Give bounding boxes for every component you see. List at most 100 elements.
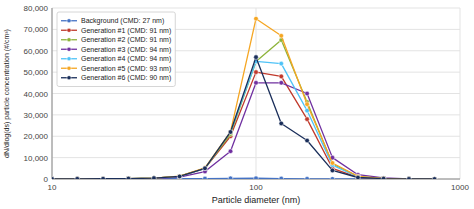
- data-point: [228, 176, 233, 179]
- series: [52, 16, 437, 179]
- data-point: [407, 177, 412, 179]
- data-point: [356, 175, 361, 179]
- data-point: [254, 55, 259, 60]
- legend-marker: [67, 57, 71, 61]
- data-point: [152, 176, 157, 179]
- y-tick-label: 50,000: [24, 68, 49, 77]
- data-point: [75, 177, 80, 179]
- data-point: [52, 177, 54, 179]
- legend-marker: [67, 28, 71, 32]
- grid: [52, 8, 460, 179]
- data-point: [52, 177, 54, 179]
- data-point: [177, 174, 182, 179]
- data-point: [254, 81, 259, 86]
- legend-marker: [67, 38, 71, 42]
- data-point: [407, 177, 412, 179]
- data-point: [228, 130, 233, 135]
- data-point: [407, 177, 412, 179]
- data-point: [381, 176, 386, 179]
- data-point: [101, 176, 106, 179]
- data-point: [152, 176, 157, 179]
- data-point: [75, 177, 80, 179]
- data-point: [279, 74, 284, 79]
- x-grid-line: [460, 8, 461, 179]
- data-point: [407, 177, 412, 179]
- x-grid-line: [256, 8, 257, 179]
- legend-label: Generation #6 (CMD: 90 nm): [81, 74, 171, 82]
- data-point: [432, 177, 437, 179]
- data-point: [126, 176, 131, 179]
- series-line: [52, 57, 435, 179]
- data-point: [330, 177, 335, 179]
- data-point: [52, 177, 54, 179]
- data-point: [381, 176, 386, 179]
- data-point: [254, 70, 259, 75]
- data-point: [228, 130, 233, 135]
- data-point: [305, 91, 310, 96]
- data-point: [52, 177, 54, 179]
- series-line: [52, 61, 435, 179]
- data-point: [75, 177, 80, 179]
- data-point: [101, 176, 106, 179]
- data-point: [279, 81, 284, 86]
- data-point: [432, 177, 437, 179]
- data-point: [228, 130, 233, 135]
- x-tick-label: 100: [249, 183, 263, 192]
- data-point: [126, 176, 131, 179]
- series-line: [52, 19, 435, 179]
- y-axis-label: dN/dlog(ds) particle concentration (#/cm…: [3, 29, 11, 158]
- data-point: [126, 176, 131, 179]
- legend-box: [57, 12, 175, 87]
- data-point: [381, 176, 386, 179]
- series: [52, 59, 437, 179]
- legend-label: Generation #2 (CMD: 91 nm): [81, 36, 171, 44]
- data-point: [432, 177, 437, 179]
- legend-marker: [67, 76, 71, 80]
- data-point: [356, 175, 361, 179]
- data-point: [75, 177, 80, 179]
- data-point: [203, 166, 208, 171]
- y-tick-label: 10,000: [24, 154, 49, 163]
- data-point: [305, 102, 310, 107]
- data-point: [330, 161, 335, 166]
- series-line: [52, 40, 435, 179]
- x-tick-label: 1000: [451, 183, 469, 192]
- data-point: [407, 177, 412, 179]
- series: [52, 38, 437, 179]
- legend-marker: [67, 66, 71, 70]
- data-point: [279, 176, 284, 179]
- data-point: [305, 177, 310, 179]
- data-point: [407, 177, 412, 179]
- legend-marker: [67, 19, 71, 23]
- data-point: [75, 177, 80, 179]
- data-point: [432, 177, 437, 179]
- data-point: [381, 177, 386, 179]
- data-point: [407, 176, 412, 179]
- data-point: [432, 177, 437, 179]
- data-point: [126, 176, 131, 179]
- data-point: [152, 176, 157, 179]
- data-point: [152, 176, 157, 179]
- data-point: [279, 33, 284, 38]
- data-point: [381, 176, 386, 179]
- data-point: [126, 176, 131, 179]
- data-point: [203, 166, 208, 171]
- legend: Background (CMD: 27 nm)Generation #1 (CM…: [57, 12, 175, 87]
- x-grid-line: [52, 8, 53, 179]
- data-point: [152, 176, 157, 179]
- legend-label: Generation #3 (CMD: 94 nm): [81, 46, 171, 54]
- data-point: [203, 166, 208, 171]
- ticks: 010,00020,00030,00040,00050,00060,00070,…: [24, 4, 470, 192]
- plot-area: [52, 16, 437, 179]
- data-point: [381, 176, 386, 179]
- data-point: [279, 61, 284, 66]
- data-point: [203, 166, 208, 171]
- legend-label: Generation #5 (CMD: 93 nm): [81, 65, 171, 73]
- y-tick-label: 70,000: [24, 25, 49, 34]
- data-point: [279, 121, 284, 126]
- data-point: [203, 176, 208, 179]
- data-point: [126, 176, 131, 179]
- data-point: [75, 177, 80, 179]
- data-point: [126, 176, 131, 179]
- data-point: [52, 177, 54, 179]
